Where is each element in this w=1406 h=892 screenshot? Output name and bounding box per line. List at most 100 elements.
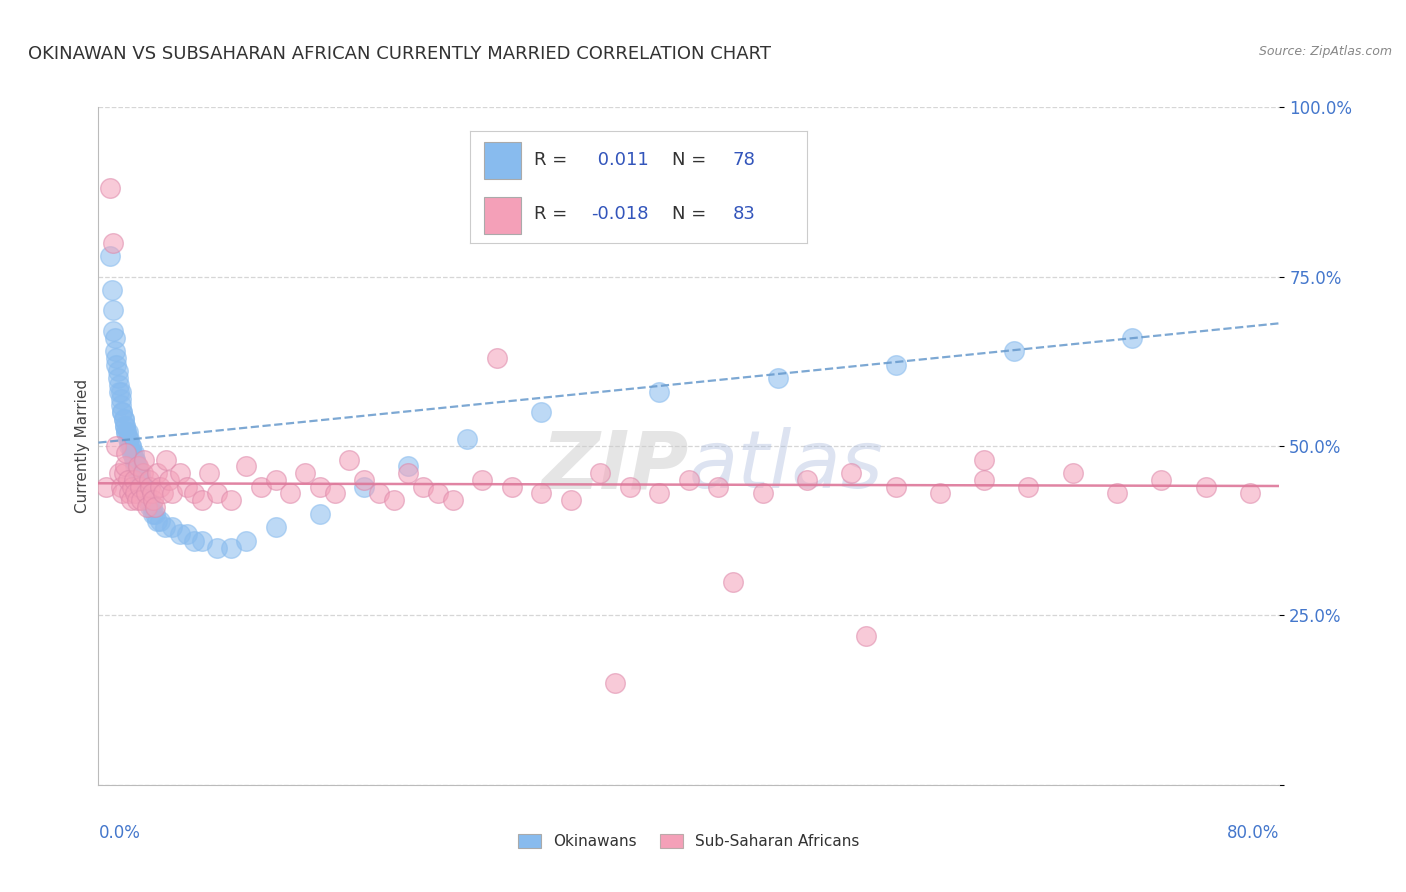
Point xyxy=(176,480,198,494)
Point xyxy=(1150,473,1173,487)
Point xyxy=(855,629,877,643)
Point xyxy=(115,425,138,440)
Point xyxy=(648,486,671,500)
Point xyxy=(929,486,952,500)
Point xyxy=(530,486,553,500)
Point xyxy=(115,446,138,460)
Point xyxy=(353,473,375,487)
Point xyxy=(530,405,553,419)
Point xyxy=(135,486,157,500)
Text: ZIP: ZIP xyxy=(541,427,689,506)
Point xyxy=(142,493,165,508)
Point xyxy=(678,473,700,487)
Point xyxy=(1239,486,1261,500)
Point xyxy=(128,473,150,487)
Point xyxy=(105,358,128,372)
Point xyxy=(183,486,205,500)
Point xyxy=(191,533,214,548)
Point xyxy=(122,446,145,460)
Point xyxy=(122,452,145,467)
Point xyxy=(183,533,205,548)
Point xyxy=(129,473,152,487)
Point xyxy=(127,466,149,480)
Point xyxy=(114,418,136,433)
Point xyxy=(149,480,172,494)
Point xyxy=(162,486,183,500)
Point xyxy=(117,432,139,446)
Point xyxy=(766,371,789,385)
Point xyxy=(471,473,494,487)
Point xyxy=(125,493,148,508)
Point xyxy=(128,466,150,480)
Point xyxy=(235,459,257,474)
Point xyxy=(107,371,129,385)
Point xyxy=(589,466,612,480)
Point xyxy=(110,384,132,399)
Point xyxy=(134,486,156,500)
Point xyxy=(309,507,332,521)
Point xyxy=(382,493,405,508)
Point xyxy=(339,452,361,467)
Point xyxy=(129,493,152,508)
Point xyxy=(120,439,142,453)
Point xyxy=(619,480,641,494)
Point xyxy=(368,486,391,500)
Point xyxy=(191,493,214,508)
Point xyxy=(398,466,420,480)
Point xyxy=(121,446,143,460)
Point xyxy=(125,459,148,474)
Point xyxy=(1062,466,1084,480)
Point xyxy=(108,384,131,399)
Point xyxy=(973,452,995,467)
Point xyxy=(153,520,176,534)
Text: OKINAWAN VS SUBSAHARAN AFRICAN CURRENTLY MARRIED CORRELATION CHART: OKINAWAN VS SUBSAHARAN AFRICAN CURRENTLY… xyxy=(28,45,770,62)
Point xyxy=(221,493,243,508)
Point xyxy=(105,351,128,365)
Point xyxy=(118,432,141,446)
Point xyxy=(162,520,183,534)
Point xyxy=(264,473,287,487)
Point xyxy=(100,283,122,297)
Point xyxy=(117,425,139,440)
Point xyxy=(124,452,146,467)
Point xyxy=(138,473,160,487)
Point xyxy=(124,459,146,474)
Point xyxy=(884,480,907,494)
Point xyxy=(135,486,157,500)
Point xyxy=(427,486,450,500)
Point xyxy=(111,486,134,500)
Point xyxy=(142,507,165,521)
Point xyxy=(124,486,146,500)
Point xyxy=(560,493,582,508)
Point xyxy=(127,466,149,480)
Point xyxy=(309,480,332,494)
Point xyxy=(323,486,346,500)
Point xyxy=(125,459,148,474)
Point xyxy=(136,493,159,508)
Point xyxy=(107,364,129,378)
Text: Source: ZipAtlas.com: Source: ZipAtlas.com xyxy=(1258,45,1392,58)
Point xyxy=(120,493,142,508)
Point xyxy=(152,486,174,500)
Point xyxy=(103,235,125,250)
Point xyxy=(108,378,131,392)
Text: 80.0%: 80.0% xyxy=(1227,824,1279,842)
Point xyxy=(169,466,191,480)
Point xyxy=(1002,344,1025,359)
Point xyxy=(146,466,169,480)
Point xyxy=(112,412,135,426)
Point xyxy=(1121,330,1143,344)
Point xyxy=(121,446,143,460)
Point xyxy=(111,405,134,419)
Point xyxy=(1107,486,1129,500)
Point xyxy=(146,514,169,528)
Point xyxy=(135,486,157,500)
Point xyxy=(117,473,139,487)
Point xyxy=(398,459,420,474)
Point xyxy=(129,473,152,487)
Point xyxy=(132,480,155,494)
Point xyxy=(104,330,127,344)
Point xyxy=(441,493,464,508)
Point xyxy=(138,493,160,508)
Point xyxy=(132,480,155,494)
